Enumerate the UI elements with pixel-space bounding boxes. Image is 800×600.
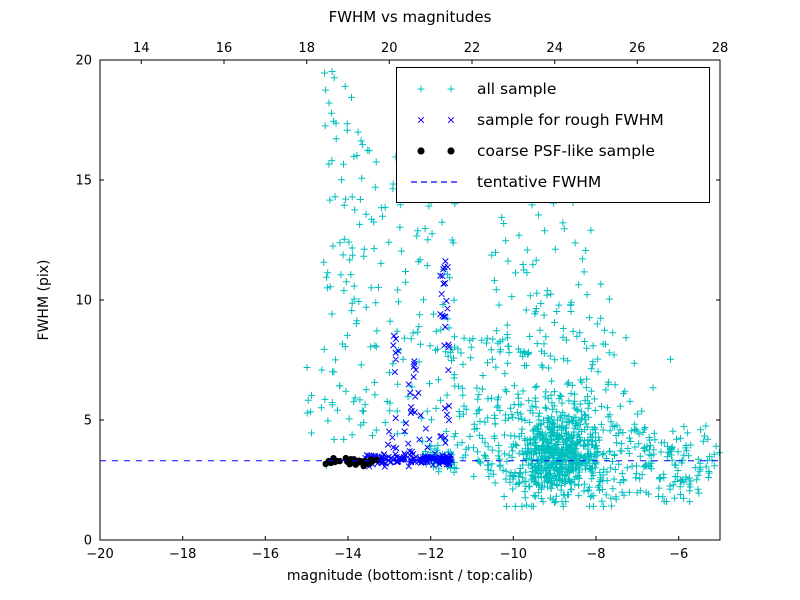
svg-text:−12: −12 xyxy=(417,547,444,562)
legend-label-all-sample: all sample xyxy=(477,79,557,98)
svg-text:18: 18 xyxy=(298,41,315,56)
legend: all sample sample for rough FWHM coarse … xyxy=(396,67,710,203)
legend-entry-tentative-fwhm: tentative FWHM xyxy=(407,166,709,197)
svg-text:−6: −6 xyxy=(669,547,688,562)
svg-text:−20: −20 xyxy=(86,547,113,562)
plus-marker-icon xyxy=(417,85,455,92)
svg-text:15: 15 xyxy=(75,174,92,189)
legend-entry-psf-like: coarse PSF-like sample xyxy=(407,135,709,166)
svg-text:14: 14 xyxy=(133,41,150,56)
svg-text:20: 20 xyxy=(381,41,398,56)
svg-text:5: 5 xyxy=(84,414,92,429)
svg-text:24: 24 xyxy=(546,41,563,56)
circle-marker-icon xyxy=(417,146,455,155)
series-1 xyxy=(361,258,455,470)
svg-text:28: 28 xyxy=(712,41,729,56)
x-axis-label: magnitude (bottom:isnt / top:calib) xyxy=(286,568,534,584)
svg-text:−8: −8 xyxy=(586,547,605,562)
axes-layer: −20 −18 −16 −14 −12 −10 −8 −6 14 16 18 20 22 24 26 28 0 5… xyxy=(75,41,728,562)
series-2 xyxy=(322,454,380,470)
svg-text:16: 16 xyxy=(216,41,233,56)
x-marker-icon xyxy=(417,116,455,123)
legend-label-tentative-fwhm: tentative FWHM xyxy=(477,172,602,191)
svg-text:−18: −18 xyxy=(169,547,196,562)
chart-title: FWHM vs magnitudes xyxy=(328,8,492,26)
svg-text:−10: −10 xyxy=(500,547,527,562)
y-axis-label: FWHM (pix) xyxy=(36,259,52,341)
svg-text:26: 26 xyxy=(629,41,646,56)
legend-label-psf-like: coarse PSF-like sample xyxy=(477,141,655,160)
dashed-line-icon xyxy=(411,180,461,183)
svg-text:20: 20 xyxy=(75,54,92,69)
legend-label-rough-fwhm: sample for rough FWHM xyxy=(477,110,664,129)
svg-text:22: 22 xyxy=(464,41,481,56)
svg-text:10: 10 xyxy=(75,294,92,309)
legend-entry-all-sample: all sample xyxy=(407,73,709,104)
svg-text:−14: −14 xyxy=(334,547,361,562)
svg-text:0: 0 xyxy=(84,534,92,549)
legend-entry-rough-fwhm: sample for rough FWHM xyxy=(407,104,709,135)
svg-text:−16: −16 xyxy=(252,547,279,562)
